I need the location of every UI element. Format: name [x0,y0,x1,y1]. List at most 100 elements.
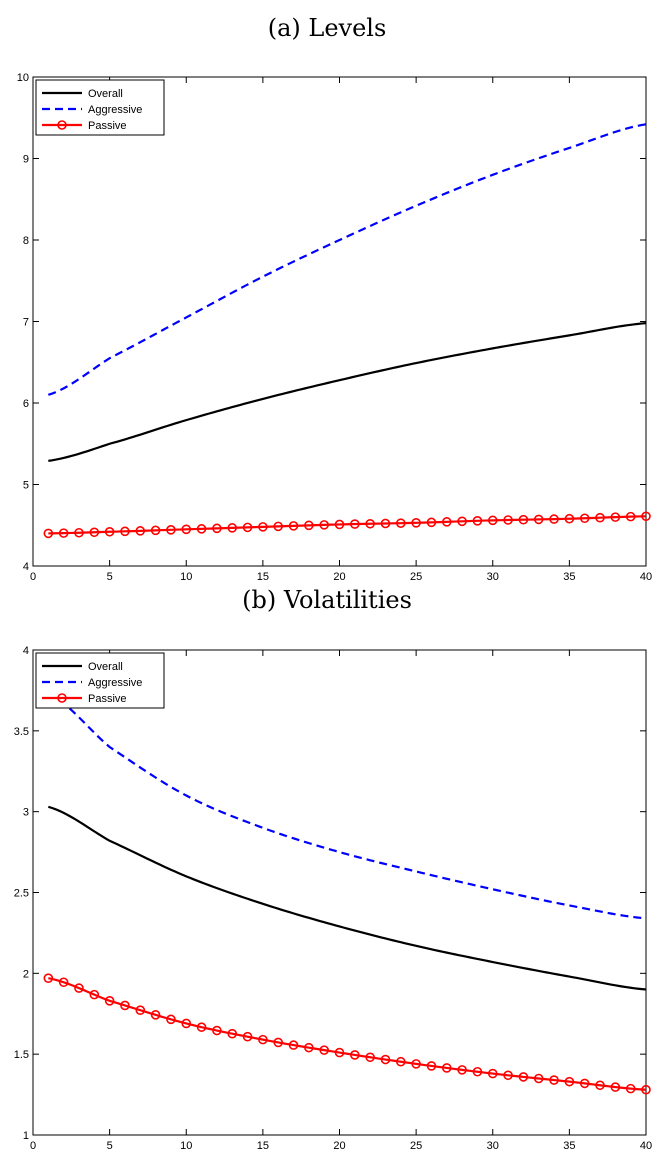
y-tick-label: 8 [23,235,29,247]
y-tick-label: 10 [17,72,29,84]
series-point-passive [395,1056,406,1067]
y-tick-label: 4 [23,645,29,657]
series-point-passive [135,526,146,536]
legend-label-overall: Overall [88,661,123,673]
series-point-passive [350,1050,360,1060]
y-tick-label: 4 [23,561,29,573]
series-line-passive [48,977,647,1091]
series-point-passive [74,983,84,993]
series-point-passive [350,519,360,529]
legend: Overall Aggressive Passive [35,79,165,136]
x-tick-label: 10 [180,1140,192,1152]
series-point-passive [58,528,69,538]
legend-marker [57,693,67,703]
series-point-passive [242,1031,253,1042]
series-point-passive [120,526,130,537]
series-point-passive [212,1025,222,1036]
series-point-passive [564,1076,575,1087]
legend-label-overall: Overall [88,88,123,100]
series-point-passive [564,513,575,524]
series-point-passive [487,515,498,526]
series-point-passive [104,526,115,537]
series-point-passive [196,1022,207,1032]
x-tick-label: 15 [257,1140,269,1152]
series-point-passive [610,1082,621,1092]
x-tick-label: 35 [563,571,575,580]
series-point-passive [43,973,54,983]
legend-label-passive: Passive [88,120,127,132]
series-point-passive [426,517,437,528]
series-point-passive [319,520,329,530]
series-point-passive [181,524,192,535]
series-point-passive [533,1073,544,1084]
series-point-passive [89,989,100,1000]
levels-chart: 0 5 10 15 20 25 30 35 4045678910OverallAggressiv… [17,72,652,580]
series-point-passive [411,518,421,528]
series-point-passive [258,1034,268,1045]
x-tick-label: 0 [30,1140,36,1152]
series-line-aggressive [47,692,647,920]
axes-box [32,649,647,1136]
x-tick-label: 25 [410,1140,422,1152]
series-point-passive [472,516,483,526]
x-tick-label: 30 [487,571,499,580]
series-point-passive [166,1014,176,1025]
series-point-passive [610,512,621,522]
panel-a-title: (a) Levels [267,14,387,42]
series-point-passive [533,514,544,525]
y-tick-label: 2 [23,968,29,980]
series-line-overall [48,805,647,991]
series-point-passive [579,513,590,524]
series-point-passive [441,1063,452,1073]
series-point-passive [212,523,222,534]
series-point-passive [380,518,391,529]
series-point-passive [518,514,529,525]
series-point-passive [150,525,161,536]
series-point-passive [625,511,636,522]
series-point-passive [380,1054,391,1065]
series-point-passive [181,1018,192,1029]
series-point-passive [426,1061,437,1071]
x-tick-label: 5 [107,571,113,580]
x-tick-label: 15 [257,571,269,580]
series-point-passive [595,1080,605,1091]
series-point-passive [549,1075,559,1085]
series-line-aggressive [47,123,647,396]
x-tick-label: 35 [563,1140,575,1152]
series-point-passive [135,1005,146,1015]
series-point-passive [518,1072,529,1082]
series-point-passive [487,1068,498,1079]
series-point-passive [334,1047,345,1058]
series-point-passive [334,519,345,530]
series-point-passive [304,520,314,531]
series-point-passive [503,1070,513,1081]
series-point-passive [365,518,375,529]
series-point-passive [595,512,605,523]
series-point-passive [288,1040,299,1050]
y-tick-label: 7 [23,317,29,329]
y-tick-label: 1 [23,1130,29,1142]
series-point-passive [273,521,284,532]
series-point-passive [89,527,100,538]
series-point-passive [196,524,207,534]
legend: Overall Aggressive Passive [35,652,165,709]
series-point-passive [503,515,513,525]
series-point-passive [395,518,406,528]
series-line-overall [48,322,647,462]
y-tick-label: 3.5 [14,726,29,738]
series-point-passive [166,525,176,535]
series-point-passive [288,521,299,531]
series-point-passive [273,1037,284,1048]
panel-b-title: (b) Volatilities [242,586,412,614]
y-tick-label: 3 [23,807,29,819]
x-tick-label: 10 [180,571,192,580]
x-tick-label: 0 [30,571,36,580]
series-point-passive [43,528,54,539]
y-tick-label: 5 [23,480,29,492]
legend-label-passive: Passive [88,693,127,705]
series-point-passive [411,1059,421,1069]
series-point-passive [242,522,253,533]
series-point-passive [258,522,268,532]
series-point-passive [227,1028,238,1039]
